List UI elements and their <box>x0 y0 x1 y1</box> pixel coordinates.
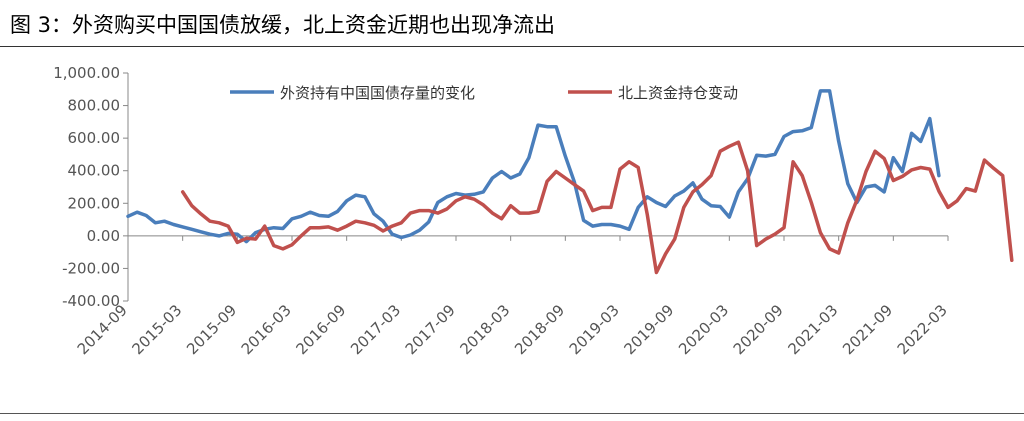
page-title: 图 3：外资购买中国国债放缓，北上资金近期也出现净流出 <box>10 13 556 37</box>
x-axis: 2014-092015-032015-092016-032016-092017-… <box>74 235 951 358</box>
series-lines <box>126 89 1014 275</box>
x-tick-label: 2016-03 <box>238 301 295 358</box>
legend-label: 外资持有中国国债存量的变化 <box>280 84 475 102</box>
y-tick-label: 800.00 <box>68 97 121 115</box>
y-tick-label: -400.00 <box>62 292 120 310</box>
x-tick-label: 2020-09 <box>730 301 787 358</box>
legend-label: 北上资金持仓变动 <box>618 84 738 102</box>
x-tick-label: 2021-09 <box>839 301 896 358</box>
x-tick-label: 2015-03 <box>128 301 185 358</box>
x-tick-label: 2022-03 <box>894 301 951 358</box>
x-tick-label: 2016-09 <box>292 301 349 358</box>
x-tick-label: 2020-03 <box>675 301 732 358</box>
y-tick-label: 0.00 <box>87 227 120 245</box>
y-tick-label: -200.00 <box>62 259 120 277</box>
x-tick-label: 2021-03 <box>784 301 841 358</box>
y-tick-label: 200.00 <box>68 194 121 212</box>
y-tick-label: 400.00 <box>68 162 121 180</box>
y-axis: -400.00 -200.00 0.00 200.00 400.00 600.00 800.… <box>53 64 129 310</box>
x-tick-label: 2015-09 <box>183 301 240 358</box>
x-tick-label: 2019-03 <box>566 301 623 358</box>
x-tick-label: 2017-09 <box>402 301 459 358</box>
x-tick-label: 2018-09 <box>511 301 568 358</box>
series-line-northbound <box>180 140 1014 275</box>
x-tick-label: 2019-09 <box>620 301 677 358</box>
x-tick-label: 2018-03 <box>456 301 513 358</box>
title-divider <box>0 46 1024 47</box>
legend: 外资持有中国国债存量的变化 北上资金持仓变动 <box>230 84 738 102</box>
x-tick-label: 2017-03 <box>347 301 404 358</box>
y-tick-label: 1,000.00 <box>53 64 120 82</box>
bottom-divider <box>0 413 1024 414</box>
y-tick-label: 600.00 <box>68 129 121 147</box>
